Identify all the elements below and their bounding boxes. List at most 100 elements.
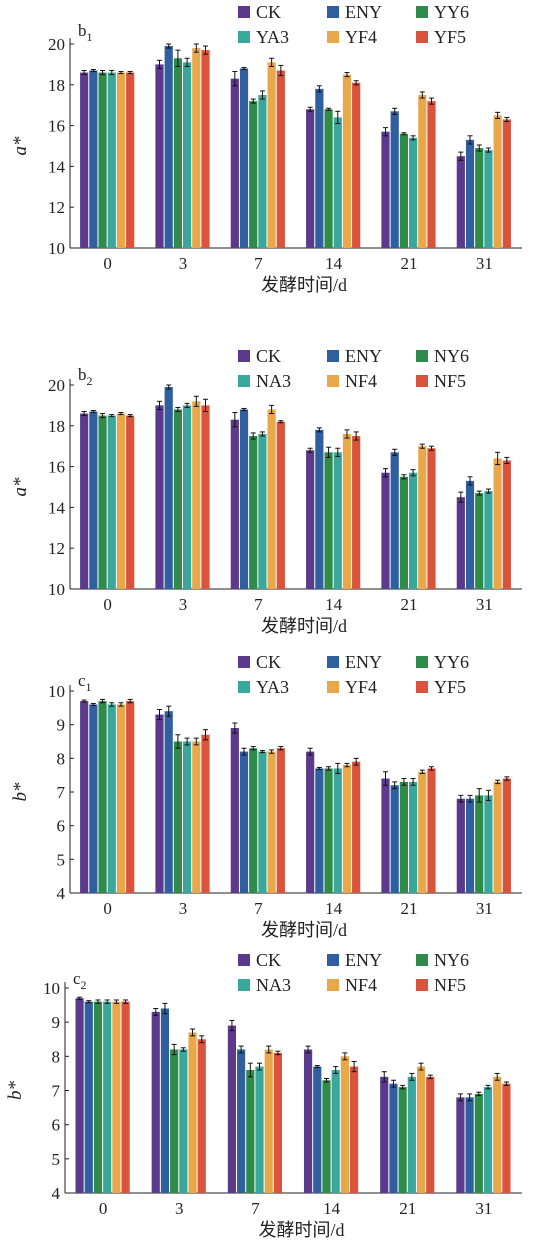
bar-YA3-7 bbox=[258, 751, 267, 893]
bar-YA3-3 bbox=[183, 62, 192, 248]
bar-CK-0 bbox=[80, 413, 89, 589]
bar-YA3-31 bbox=[484, 795, 493, 893]
x-tick-label: 0 bbox=[103, 254, 112, 273]
bar-ENY-7 bbox=[239, 409, 249, 589]
bar-NF4-0 bbox=[112, 1001, 121, 1193]
legend-label-YF4: YF4 bbox=[345, 677, 377, 697]
y-tick-label: 7 bbox=[57, 783, 66, 802]
bar-YA3-7 bbox=[258, 95, 267, 248]
bar-CK-31 bbox=[456, 156, 465, 248]
bar-NF5-0 bbox=[121, 1001, 130, 1193]
bar-YA3-0 bbox=[107, 72, 116, 248]
y-tick-label: 10 bbox=[48, 682, 65, 701]
x-tick-label: 7 bbox=[251, 1199, 260, 1218]
bar-NF5-21 bbox=[426, 1076, 435, 1193]
panel-label: c1 bbox=[78, 671, 92, 694]
bar-YF5-3 bbox=[201, 734, 210, 893]
x-tick-label: 3 bbox=[179, 899, 188, 918]
x-tick-label: 0 bbox=[99, 1199, 108, 1218]
legend-label-ENY: ENY bbox=[345, 346, 382, 366]
y-tick-label: 4 bbox=[52, 1184, 61, 1203]
bar-YY6-3 bbox=[173, 58, 182, 248]
bar-NA3-21 bbox=[407, 1076, 416, 1193]
bar-NF5-3 bbox=[201, 405, 210, 589]
bar-NY6-31 bbox=[474, 1093, 483, 1193]
bar-NY6-14 bbox=[324, 452, 333, 589]
y-tick-label: 8 bbox=[52, 1047, 61, 1066]
legend-swatch-NF5 bbox=[416, 375, 428, 387]
bar-NF5-14 bbox=[352, 436, 361, 589]
bar-YY6-31 bbox=[475, 148, 484, 248]
bar-CK-21 bbox=[380, 1076, 389, 1193]
legend-label-NF5: NF5 bbox=[434, 975, 466, 995]
y-tick-label: 10 bbox=[48, 239, 65, 258]
bar-YF5-0 bbox=[126, 701, 135, 893]
y-tick-label: 5 bbox=[57, 850, 66, 869]
x-tick-label: 14 bbox=[325, 254, 343, 273]
y-tick-label: 7 bbox=[52, 1082, 61, 1101]
bar-YA3-14 bbox=[333, 768, 342, 893]
legend-swatch-ENY bbox=[327, 6, 339, 18]
x-tick-label: 3 bbox=[175, 1199, 184, 1218]
bar-CK-14 bbox=[303, 1049, 313, 1193]
bar-NY6-3 bbox=[170, 1049, 179, 1193]
y-axis-label: b* bbox=[10, 782, 31, 802]
bar-ENY-31 bbox=[465, 798, 475, 893]
bar-ENY-7 bbox=[239, 751, 249, 893]
legend-label-ENY: ENY bbox=[345, 652, 382, 672]
x-tick-label: 7 bbox=[254, 254, 263, 273]
legend-label-NY6: NY6 bbox=[434, 346, 469, 366]
x-tick-label: 21 bbox=[401, 254, 418, 273]
bar-YF4-0 bbox=[116, 72, 126, 248]
bar-NY6-21 bbox=[399, 476, 408, 589]
bar-YF5-31 bbox=[502, 119, 511, 248]
bar-YY6-14 bbox=[324, 768, 333, 893]
bar-CK-31 bbox=[456, 1097, 465, 1193]
legend-label-YA3: YA3 bbox=[256, 27, 289, 47]
bar-CK-14 bbox=[306, 751, 315, 893]
bar-YF5-0 bbox=[126, 72, 135, 248]
bar-ENY-14 bbox=[315, 768, 324, 893]
bar-CK-31 bbox=[456, 798, 465, 893]
legend-swatch-NF5 bbox=[416, 979, 428, 991]
bar-NF4-14 bbox=[342, 433, 352, 589]
bar-YY6-7 bbox=[249, 101, 258, 249]
bar-CK-7 bbox=[230, 728, 239, 893]
legend-swatch-NY6 bbox=[416, 954, 428, 966]
legend-swatch-YA3 bbox=[238, 31, 250, 43]
bar-ENY-0 bbox=[89, 70, 98, 249]
y-axis-label: a* bbox=[10, 136, 31, 156]
bar-NF4-31 bbox=[493, 1076, 502, 1193]
legend-label-CK: CK bbox=[256, 346, 281, 366]
bar-ENY-0 bbox=[89, 411, 98, 589]
x-tick-label: 31 bbox=[476, 899, 493, 918]
bar-NA3-31 bbox=[484, 491, 493, 589]
bar-CK-0 bbox=[75, 998, 84, 1193]
legend-label-YA3: YA3 bbox=[256, 677, 289, 697]
bar-YF5-3 bbox=[201, 50, 210, 249]
bar-YF5-14 bbox=[352, 82, 361, 248]
bar-NA3-21 bbox=[409, 472, 418, 589]
bar-CK-7 bbox=[230, 419, 239, 589]
bar-YY6-21 bbox=[399, 781, 408, 893]
x-tick-label: 3 bbox=[179, 595, 188, 614]
legend-label-NA3: NA3 bbox=[256, 975, 291, 995]
bar-NA3-31 bbox=[483, 1087, 493, 1193]
bar-ENY-31 bbox=[465, 139, 475, 248]
bar-NA3-0 bbox=[107, 415, 116, 589]
bar-NF5-7 bbox=[273, 1052, 283, 1193]
bar-ENY-0 bbox=[89, 704, 98, 893]
legend-swatch-CK bbox=[238, 656, 250, 668]
y-tick-label: 18 bbox=[48, 76, 65, 95]
x-axis-label: 发酵时间/d bbox=[258, 1220, 344, 1240]
bar-NF5-14 bbox=[349, 1066, 359, 1193]
legend-swatch-YF5 bbox=[416, 31, 428, 43]
x-axis-label: 发酵时间/d bbox=[261, 920, 347, 940]
bar-NA3-7 bbox=[258, 433, 267, 589]
x-axis-label: 发酵时间/d bbox=[261, 275, 347, 295]
y-axis-label: b* bbox=[5, 1081, 26, 1101]
bar-NF4-3 bbox=[188, 1032, 197, 1193]
bar-ENY-21 bbox=[390, 452, 399, 589]
legend-swatch-YY6 bbox=[416, 656, 428, 668]
